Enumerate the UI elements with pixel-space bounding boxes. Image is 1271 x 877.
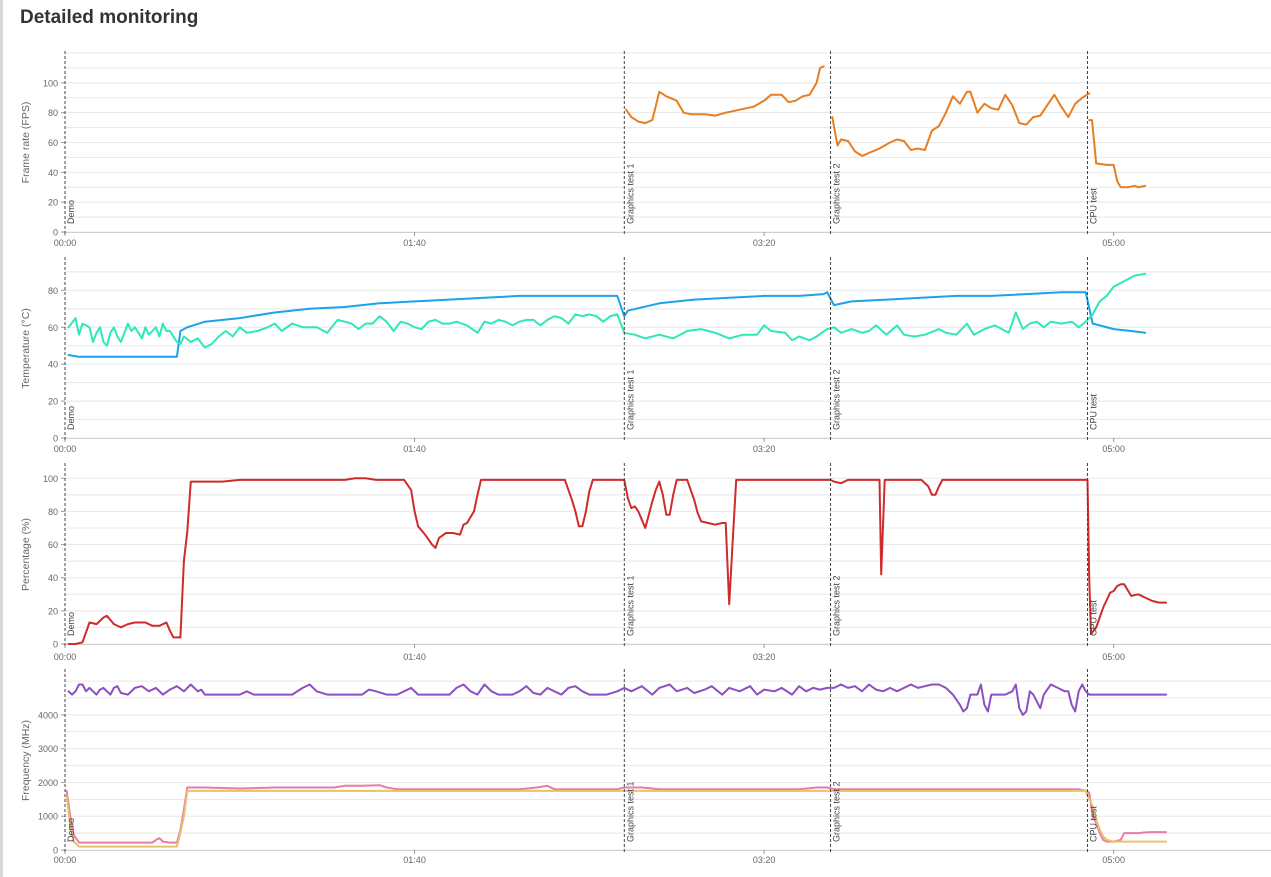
series-line-freq_pink <box>65 784 1168 844</box>
series-line-freq_purple <box>67 683 1168 716</box>
test-marker-label: Graphics test 1 <box>625 163 635 224</box>
test-marker-label: CPU test <box>1088 805 1098 842</box>
y-tick-label: 3000 <box>38 744 58 754</box>
chart-panel-2: 0 20 40 60 80 Temperature (°C) 00:00 01:40 03:20… <box>20 257 1271 454</box>
series-line-percent <box>67 477 1168 645</box>
y-tick-label: 60 <box>48 323 58 333</box>
chart-panel-4: 0 1000 2000 3000 4000 Frequency (MHz) 00:00 01:… <box>20 669 1271 865</box>
x-tick-label: 00:00 <box>54 652 77 662</box>
x-tick-label: 05:00 <box>1102 444 1125 454</box>
x-tick-label: 03:20 <box>753 652 776 662</box>
test-marker-label: Graphics test 2 <box>832 781 842 842</box>
y-tick-label: 40 <box>48 573 58 583</box>
test-marker-label: Demo <box>66 406 76 430</box>
y-tick-label: 40 <box>48 168 58 178</box>
y-tick-label: 20 <box>48 397 58 407</box>
chart-panel-3: 0 20 40 60 80 100 Percentage (%) 00:00 01:40 03:2… <box>20 463 1271 662</box>
y-axis-title: Temperature (°C) <box>20 308 32 389</box>
y-tick-label: 0 <box>53 228 58 238</box>
y-tick-label: 40 <box>48 360 58 370</box>
x-tick-label: 01:40 <box>403 444 426 454</box>
y-tick-label: 4000 <box>38 710 58 720</box>
x-tick-label: 00:00 <box>54 855 77 865</box>
page-title: Detailed monitoring <box>20 7 199 28</box>
test-marker-label: Demo <box>66 818 76 842</box>
x-tick-label: 00:00 <box>54 238 77 248</box>
test-marker-label: Graphics test 1 <box>625 369 635 430</box>
chart-panel-1: 0 20 40 60 80 100 Frame rate (FPS) 00:00 01:40 03… <box>20 51 1271 248</box>
test-marker-label: Demo <box>66 200 76 224</box>
test-marker-label: Demo <box>66 612 76 636</box>
test-marker-label: CPU test <box>1088 599 1098 636</box>
test-marker-label: Graphics test 2 <box>832 163 842 224</box>
test-marker-label: Graphics test 2 <box>832 369 842 430</box>
test-marker-label: CPU test <box>1088 187 1098 224</box>
y-tick-label: 100 <box>43 474 58 484</box>
x-tick-label: 05:00 <box>1102 855 1125 865</box>
y-tick-label: 2000 <box>38 778 58 788</box>
x-tick-label: 03:20 <box>753 855 776 865</box>
test-marker-label: CPU test <box>1088 393 1098 430</box>
x-tick-label: 01:40 <box>403 855 426 865</box>
series-line-temp_cyan <box>67 272 1147 349</box>
y-tick-label: 80 <box>48 108 58 118</box>
y-tick-label: 80 <box>48 507 58 517</box>
test-marker-label: Graphics test 1 <box>625 781 635 842</box>
left-edge-bar <box>0 0 3 877</box>
x-tick-label: 03:20 <box>753 444 776 454</box>
y-tick-label: 0 <box>53 846 58 856</box>
y-tick-label: 0 <box>53 434 58 444</box>
series-line-temp_blue <box>67 291 1147 358</box>
y-axis-title: Frequency (MHz) <box>20 720 32 801</box>
series-line-freq_yellow <box>65 789 1168 848</box>
y-tick-label: 60 <box>48 540 58 550</box>
y-tick-label: 1000 <box>38 812 58 822</box>
x-tick-label: 05:00 <box>1102 652 1125 662</box>
series-line-fps <box>831 90 1091 157</box>
x-tick-label: 01:40 <box>403 652 426 662</box>
y-axis-title: Percentage (%) <box>20 518 32 591</box>
test-marker-label: Graphics test 1 <box>625 575 635 636</box>
test-marker-label: Graphics test 2 <box>832 575 842 636</box>
x-tick-label: 01:40 <box>403 238 426 248</box>
x-tick-label: 00:00 <box>54 444 77 454</box>
series-line-fps <box>625 65 825 125</box>
y-tick-label: 80 <box>48 286 58 296</box>
y-tick-label: 60 <box>48 138 58 148</box>
series-line-fps <box>1088 119 1147 189</box>
y-axis-title: Frame rate (FPS) <box>20 102 32 184</box>
x-tick-label: 03:20 <box>753 238 776 248</box>
y-tick-label: 100 <box>43 78 58 88</box>
x-tick-label: 05:00 <box>1102 238 1125 248</box>
y-tick-label: 0 <box>53 640 58 650</box>
y-tick-label: 20 <box>48 606 58 616</box>
y-tick-label: 20 <box>48 198 58 208</box>
